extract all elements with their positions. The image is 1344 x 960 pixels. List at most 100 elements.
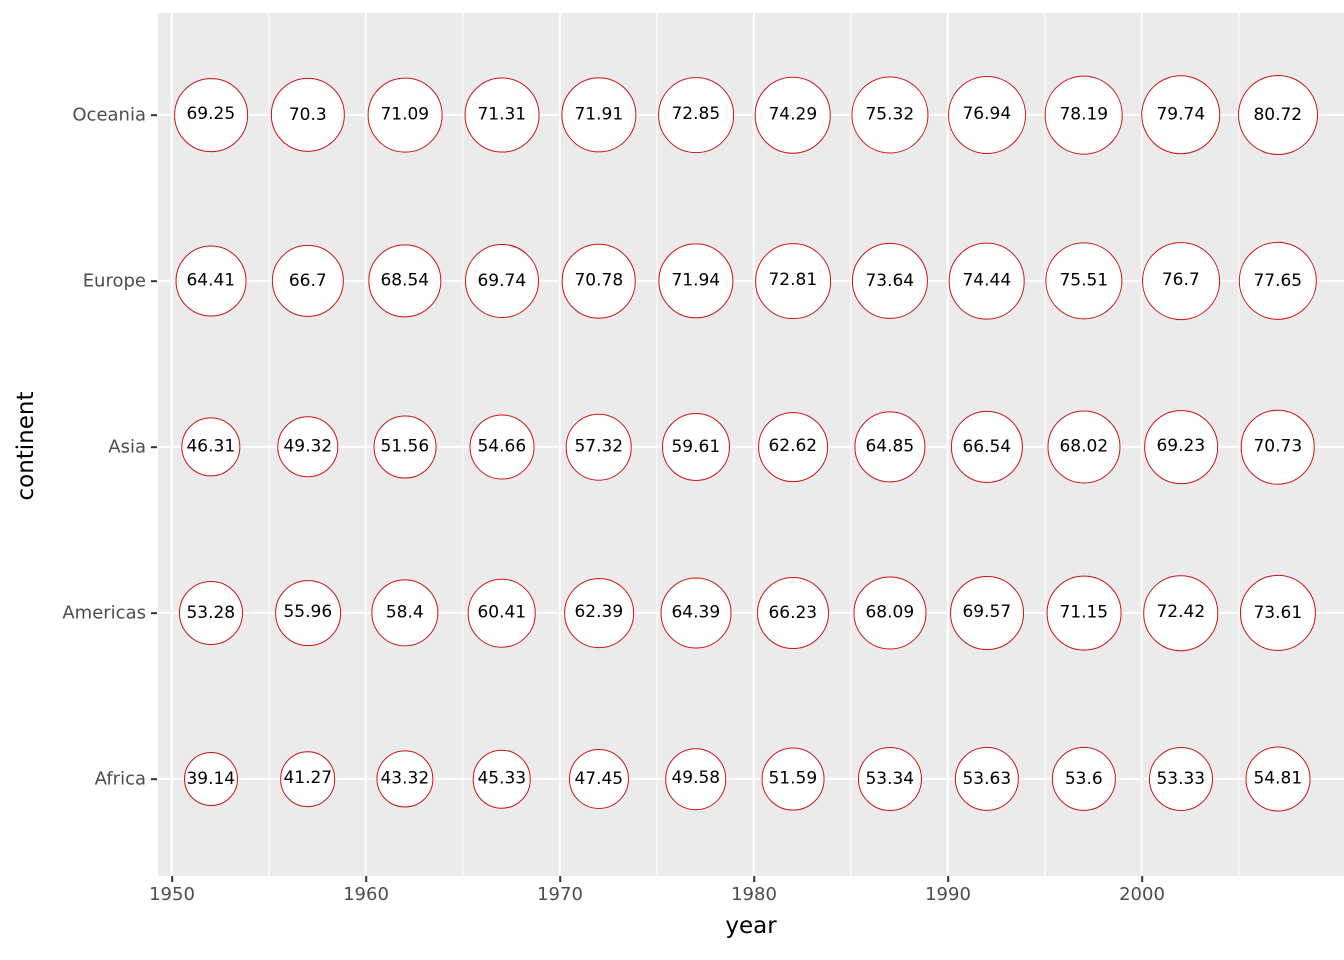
data-point-label: 77.65 <box>1253 270 1303 291</box>
data-point: 43.32 <box>376 750 434 808</box>
data-point-label: 79.74 <box>1156 104 1206 125</box>
data-point-label: 74.44 <box>962 270 1012 291</box>
data-point: 69.57 <box>949 576 1024 650</box>
data-point: 51.59 <box>761 747 825 811</box>
data-point-label: 45.33 <box>477 768 527 789</box>
data-point: 66.23 <box>756 577 829 649</box>
data-point-label: 62.39 <box>574 602 624 623</box>
data-point-label: 70.3 <box>288 104 327 125</box>
data-point: 62.39 <box>563 578 634 648</box>
data-point-label: 76.94 <box>962 104 1012 125</box>
data-point-label: 69.25 <box>186 104 236 125</box>
gridline-y-major <box>158 113 1344 117</box>
data-point: 76.94 <box>947 76 1026 154</box>
y-tick-mark <box>151 446 157 448</box>
data-point: 64.85 <box>854 411 926 483</box>
data-point: 39.14 <box>183 752 238 806</box>
data-point-label: 66.7 <box>288 270 327 291</box>
data-point-label: 68.09 <box>865 602 915 623</box>
x-tick-mark <box>753 876 755 882</box>
data-point: 70.3 <box>270 77 345 153</box>
data-point: 46.31 <box>181 417 241 477</box>
data-point-label: 71.15 <box>1059 602 1109 623</box>
y-tick-label: Asia <box>108 436 146 458</box>
gridline-y-major <box>158 777 1344 781</box>
y-tick-mark <box>151 612 157 614</box>
data-point: 55.96 <box>274 580 341 646</box>
gridline-x-major <box>1140 13 1144 876</box>
gridline-x-minor <box>850 13 852 876</box>
data-point: 54.81 <box>1245 746 1311 812</box>
data-point: 53.6 <box>1051 746 1116 812</box>
data-point-label: 53.34 <box>865 768 915 789</box>
x-tick-label: 1950 <box>149 884 195 905</box>
gridline-x-major <box>170 13 174 876</box>
x-tick-mark <box>171 876 173 882</box>
data-point-label: 69.23 <box>1156 436 1206 457</box>
data-point-label: 49.32 <box>283 436 333 457</box>
data-point: 64.39 <box>660 577 732 649</box>
data-point: 79.74 <box>1141 75 1221 155</box>
data-point-label: 66.54 <box>962 436 1012 457</box>
data-point: 62.62 <box>757 412 828 482</box>
data-point: 70.78 <box>561 243 637 319</box>
data-point: 53.33 <box>1148 746 1213 812</box>
data-point: 49.32 <box>277 416 339 478</box>
data-point-label: 71.09 <box>380 104 430 125</box>
data-point: 58.4 <box>371 579 439 647</box>
data-point-label: 41.27 <box>283 768 333 789</box>
y-tick-mark <box>151 778 157 780</box>
data-point: 72.81 <box>754 243 831 319</box>
gridline-x-minor <box>1238 13 1240 876</box>
data-point: 71.15 <box>1046 575 1122 651</box>
y-tick-mark <box>151 114 157 116</box>
data-point: 53.34 <box>857 746 922 812</box>
data-point-label: 71.94 <box>671 270 721 291</box>
data-point: 68.09 <box>853 576 927 650</box>
y-tick-label: Europe <box>82 270 146 292</box>
data-point: 70.73 <box>1240 409 1316 485</box>
data-point-label: 76.7 <box>1161 270 1200 291</box>
data-point-label: 47.45 <box>574 768 624 789</box>
data-point-label: 43.32 <box>380 768 430 789</box>
x-tick-mark <box>947 876 949 882</box>
x-tick-mark <box>365 876 367 882</box>
data-point-label: 55.96 <box>283 602 333 623</box>
data-point: 73.64 <box>851 242 928 320</box>
data-point: 47.45 <box>568 748 629 810</box>
data-point-label: 39.14 <box>186 768 236 789</box>
data-point-label: 53.6 <box>1064 768 1103 789</box>
data-point: 75.51 <box>1045 242 1123 320</box>
gridline-x-minor <box>656 13 658 876</box>
x-tick-label: 1960 <box>343 884 389 905</box>
y-tick-label: Oceania <box>72 104 146 126</box>
data-point-label: 64.85 <box>865 436 915 457</box>
data-point-label: 72.81 <box>768 270 818 291</box>
data-point: 75.32 <box>851 76 929 154</box>
x-tick-label: 1990 <box>925 884 971 905</box>
x-tick-mark <box>1141 876 1143 882</box>
data-point-label: 57.32 <box>574 436 624 457</box>
data-point: 68.54 <box>368 244 442 318</box>
data-point: 77.65 <box>1238 241 1317 321</box>
data-point-label: 75.51 <box>1059 270 1109 291</box>
gridline-x-major <box>364 13 368 876</box>
x-tick-label: 2000 <box>1119 884 1165 905</box>
data-point-label: 64.39 <box>671 602 721 623</box>
y-tick-label: Africa <box>94 768 146 790</box>
data-point: 53.28 <box>178 580 243 646</box>
gridline-y-major <box>158 279 1344 283</box>
data-point: 74.44 <box>948 242 1026 320</box>
x-tick-mark <box>559 876 561 882</box>
data-point: 76.7 <box>1141 242 1220 320</box>
data-point-label: 80.72 <box>1253 104 1303 125</box>
data-point-label: 78.19 <box>1059 104 1109 125</box>
gridline-x-major <box>946 13 950 876</box>
data-point-label: 68.02 <box>1059 436 1109 457</box>
data-point-label: 69.57 <box>962 602 1012 623</box>
data-point-label: 72.85 <box>671 104 721 125</box>
data-point: 72.85 <box>657 77 734 153</box>
data-point-label: 53.63 <box>962 768 1012 789</box>
gridline-x-major <box>558 13 562 876</box>
